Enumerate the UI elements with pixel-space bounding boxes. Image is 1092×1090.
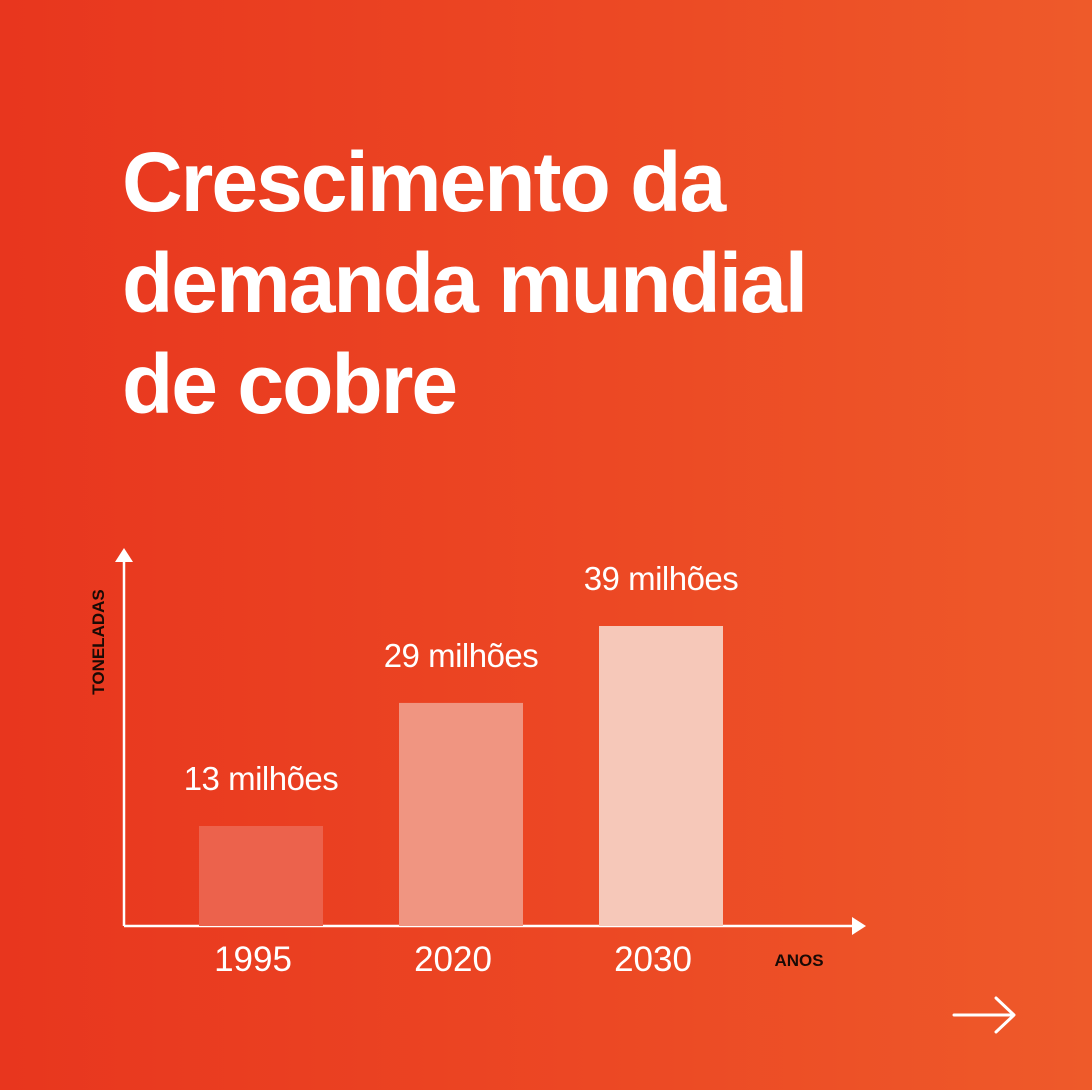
arrow-right-icon[interactable] (950, 994, 1020, 1036)
x-tick-label-2030: 2030 (614, 940, 692, 979)
title-line-3: de cobre (122, 337, 458, 431)
bar-1995 (199, 826, 323, 926)
bar-2020 (399, 702, 523, 926)
x-tick-label-1995: 1995 (214, 940, 292, 979)
x-axis-title: ANOS (774, 951, 823, 970)
bar-2030 (599, 626, 723, 926)
x-axis-arrowhead (852, 917, 866, 935)
data-label-1995: 13 milhões (184, 760, 339, 797)
title-line-2: demanda mundial (122, 236, 808, 330)
chart-labels: 13 milhões 1995 29 milhões 2020 39 milhões 20… (184, 560, 739, 979)
data-label-2030: 39 milhões (584, 560, 739, 597)
title-line-1: Crescimento da (122, 135, 726, 229)
data-label-2020: 29 milhões (384, 637, 539, 674)
chart-title: Crescimento da demanda mundial de cobre (122, 132, 808, 435)
x-tick-label-2020: 2020 (414, 940, 492, 979)
y-axis-title: TONELADAS (89, 589, 108, 694)
chart-bars (199, 626, 723, 926)
y-axis-arrowhead (115, 548, 133, 562)
